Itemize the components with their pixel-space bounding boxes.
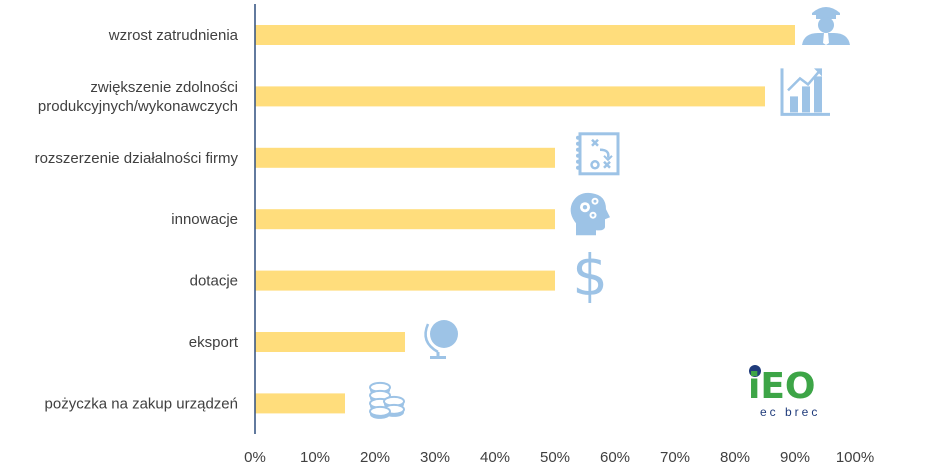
dollar-icon: $ [572, 244, 608, 309]
bar [255, 147, 555, 168]
logo-sub-text: ec brec [760, 405, 820, 419]
category-label: eksport [189, 334, 239, 351]
brain-gears-icon [570, 192, 610, 236]
bar [255, 332, 405, 352]
category-label: pożyczka na zakup urządzeń [45, 395, 238, 412]
x-tick-labels: 0% 10% 20% 30% 40% 50% 60% 70% 80% 90% 100% [244, 449, 874, 466]
x-tick-label: 90% [780, 449, 810, 466]
x-tick-label: 70% [660, 449, 690, 466]
x-tick-label: 80% [720, 449, 750, 466]
bar [255, 270, 555, 291]
globe-icon [424, 320, 458, 359]
bar [255, 25, 795, 45]
x-tick-label: 20% [360, 449, 390, 466]
icons-group: $ [369, 7, 850, 419]
category-label: produkcyjnych/wykonawczych [38, 98, 238, 115]
category-label: wzrost zatrudnienia [108, 27, 239, 44]
strategy-board-icon [576, 132, 620, 176]
bar [255, 86, 765, 107]
growth-chart-icon [780, 68, 830, 116]
category-label: innowacje [171, 211, 238, 228]
worker-icon [802, 7, 850, 45]
bar [255, 209, 555, 230]
category-label: rozszerzenie działalności firmy [35, 150, 239, 167]
logo-main-text: iEO [748, 366, 816, 407]
category-labels: wzrost zatrudnienia zwiększenie zdolności… [35, 27, 239, 412]
x-tick-label: 50% [540, 449, 570, 466]
x-tick-label: 10% [300, 449, 330, 466]
bar [255, 393, 345, 414]
coins-icon [369, 381, 405, 419]
x-tick-label: 0% [244, 449, 266, 466]
x-tick-label: 40% [480, 449, 510, 466]
svg-text:$: $ [572, 244, 608, 309]
logo-dot [749, 365, 761, 377]
category-label: zwiększenie zdolności [90, 79, 238, 96]
category-label: dotacje [190, 273, 238, 290]
ieo-logo: iEO ec brec [748, 365, 820, 419]
x-tick-label: 30% [420, 449, 450, 466]
bars-group [255, 25, 795, 414]
x-tick-label: 100% [836, 449, 874, 466]
x-tick-label: 60% [600, 449, 630, 466]
